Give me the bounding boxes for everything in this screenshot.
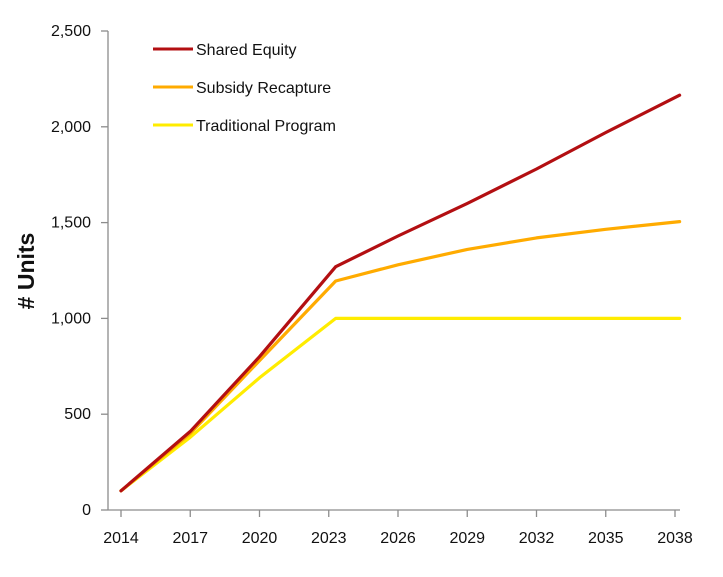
x-tick-label: 2014: [103, 530, 139, 547]
x-tick-label: 2020: [242, 530, 278, 547]
legend-item-subsidy-recapture: Subsidy Recapture: [153, 80, 331, 97]
y-ticks-group: 0 500 1,000 1,500 2,000 2,500: [51, 23, 108, 519]
legend-item-traditional-program: Traditional Program: [153, 118, 336, 135]
x-tick-label: 2038: [657, 530, 693, 547]
y-tick-label: 0: [82, 502, 91, 519]
axes-group: [107, 31, 680, 511]
x-ticks-group: 2014 2017 2020 2023 2026 2029 2032 2035 2038: [103, 510, 693, 547]
x-tick-label: 2026: [380, 530, 416, 547]
x-tick-label: 2029: [449, 530, 485, 547]
y-axis-title: # Units: [13, 233, 39, 310]
y-tick-label: 500: [64, 406, 91, 423]
legend: Shared Equity Subsidy Recapture Traditio…: [153, 42, 336, 135]
legend-label-shared-equity: Shared Equity: [196, 42, 297, 59]
y-tick-label: 1,500: [51, 215, 91, 232]
legend-label-traditional-program: Traditional Program: [196, 118, 336, 135]
legend-label-subsidy-recapture: Subsidy Recapture: [196, 80, 331, 97]
series-line-traditional-program: [119, 316, 682, 493]
x-tick-label: 2032: [519, 530, 555, 547]
x-tick-label: 2017: [172, 530, 208, 547]
x-tick-label: 2035: [588, 530, 624, 547]
series-lines-group: [119, 93, 682, 493]
series-line-shared-equity: [119, 93, 682, 493]
y-tick-label: 1,000: [51, 310, 91, 327]
y-tick-label: 2,000: [51, 119, 91, 136]
y-tick-label: 2,500: [51, 23, 91, 40]
legend-item-shared-equity: Shared Equity: [153, 42, 297, 59]
x-tick-label: 2023: [311, 530, 347, 547]
series-line-subsidy-recapture: [119, 220, 682, 493]
